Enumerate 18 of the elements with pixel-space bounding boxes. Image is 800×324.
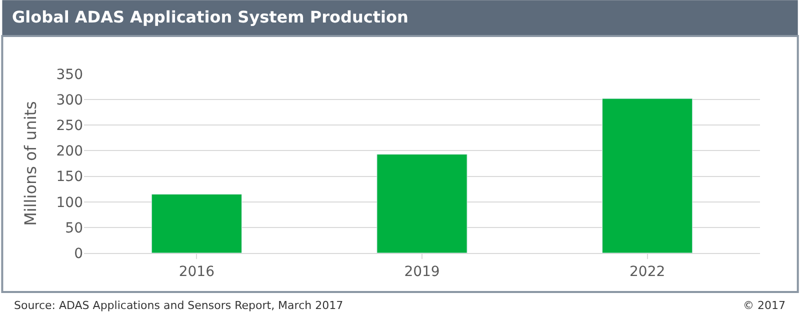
y-tick-label: 300	[56, 92, 83, 108]
y-tick-label: 150	[56, 169, 83, 186]
y-tick-label: 50	[65, 220, 83, 236]
bar	[151, 194, 242, 253]
y-tick-label: 100	[56, 194, 83, 211]
text: © 2017	[743, 299, 786, 312]
y-tick-label: 350	[56, 66, 83, 83]
x-tick-label: 2016	[178, 264, 215, 280]
bar	[376, 154, 468, 253]
x-tick-label: 2019	[404, 264, 440, 280]
y-tick-label: 250	[56, 118, 83, 134]
x-tick-label: 2022	[630, 264, 666, 280]
chart-title: Global ADAS Application System Production	[12, 7, 408, 26]
y-axis-title: Millions of units	[21, 101, 40, 226]
y-tick-label: 200	[56, 144, 83, 160]
bar	[602, 98, 693, 253]
source-note: Source: ADAS Applications and Sensors Report, March 2017	[14, 299, 344, 312]
y-tick-label: 0	[74, 246, 83, 262]
